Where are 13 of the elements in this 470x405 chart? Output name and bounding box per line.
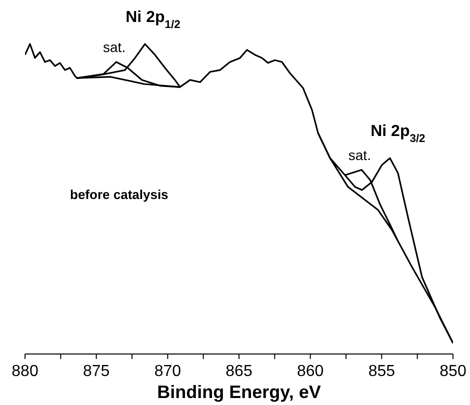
x-tick-label: 860 [296, 363, 324, 380]
x-tick-label: 870 [154, 363, 182, 380]
x-tick-label: 865 [226, 363, 252, 380]
x-tick-label: 850 [440, 363, 466, 380]
x-axis-title: Binding Energy, eV [157, 382, 321, 402]
annotation: Ni 2p$_{1/2}$ [126, 9, 180, 31]
annotation: before catalysis [70, 187, 168, 202]
annotation: sat. [103, 38, 126, 55]
x-tick-label: 880 [12, 363, 38, 380]
x-tick-label: 875 [82, 363, 110, 380]
annotation: Ni 2p$_{3/2}$ [370, 123, 426, 146]
x-tick-label: 855 [368, 363, 396, 380]
annotation: sat. [348, 146, 371, 163]
